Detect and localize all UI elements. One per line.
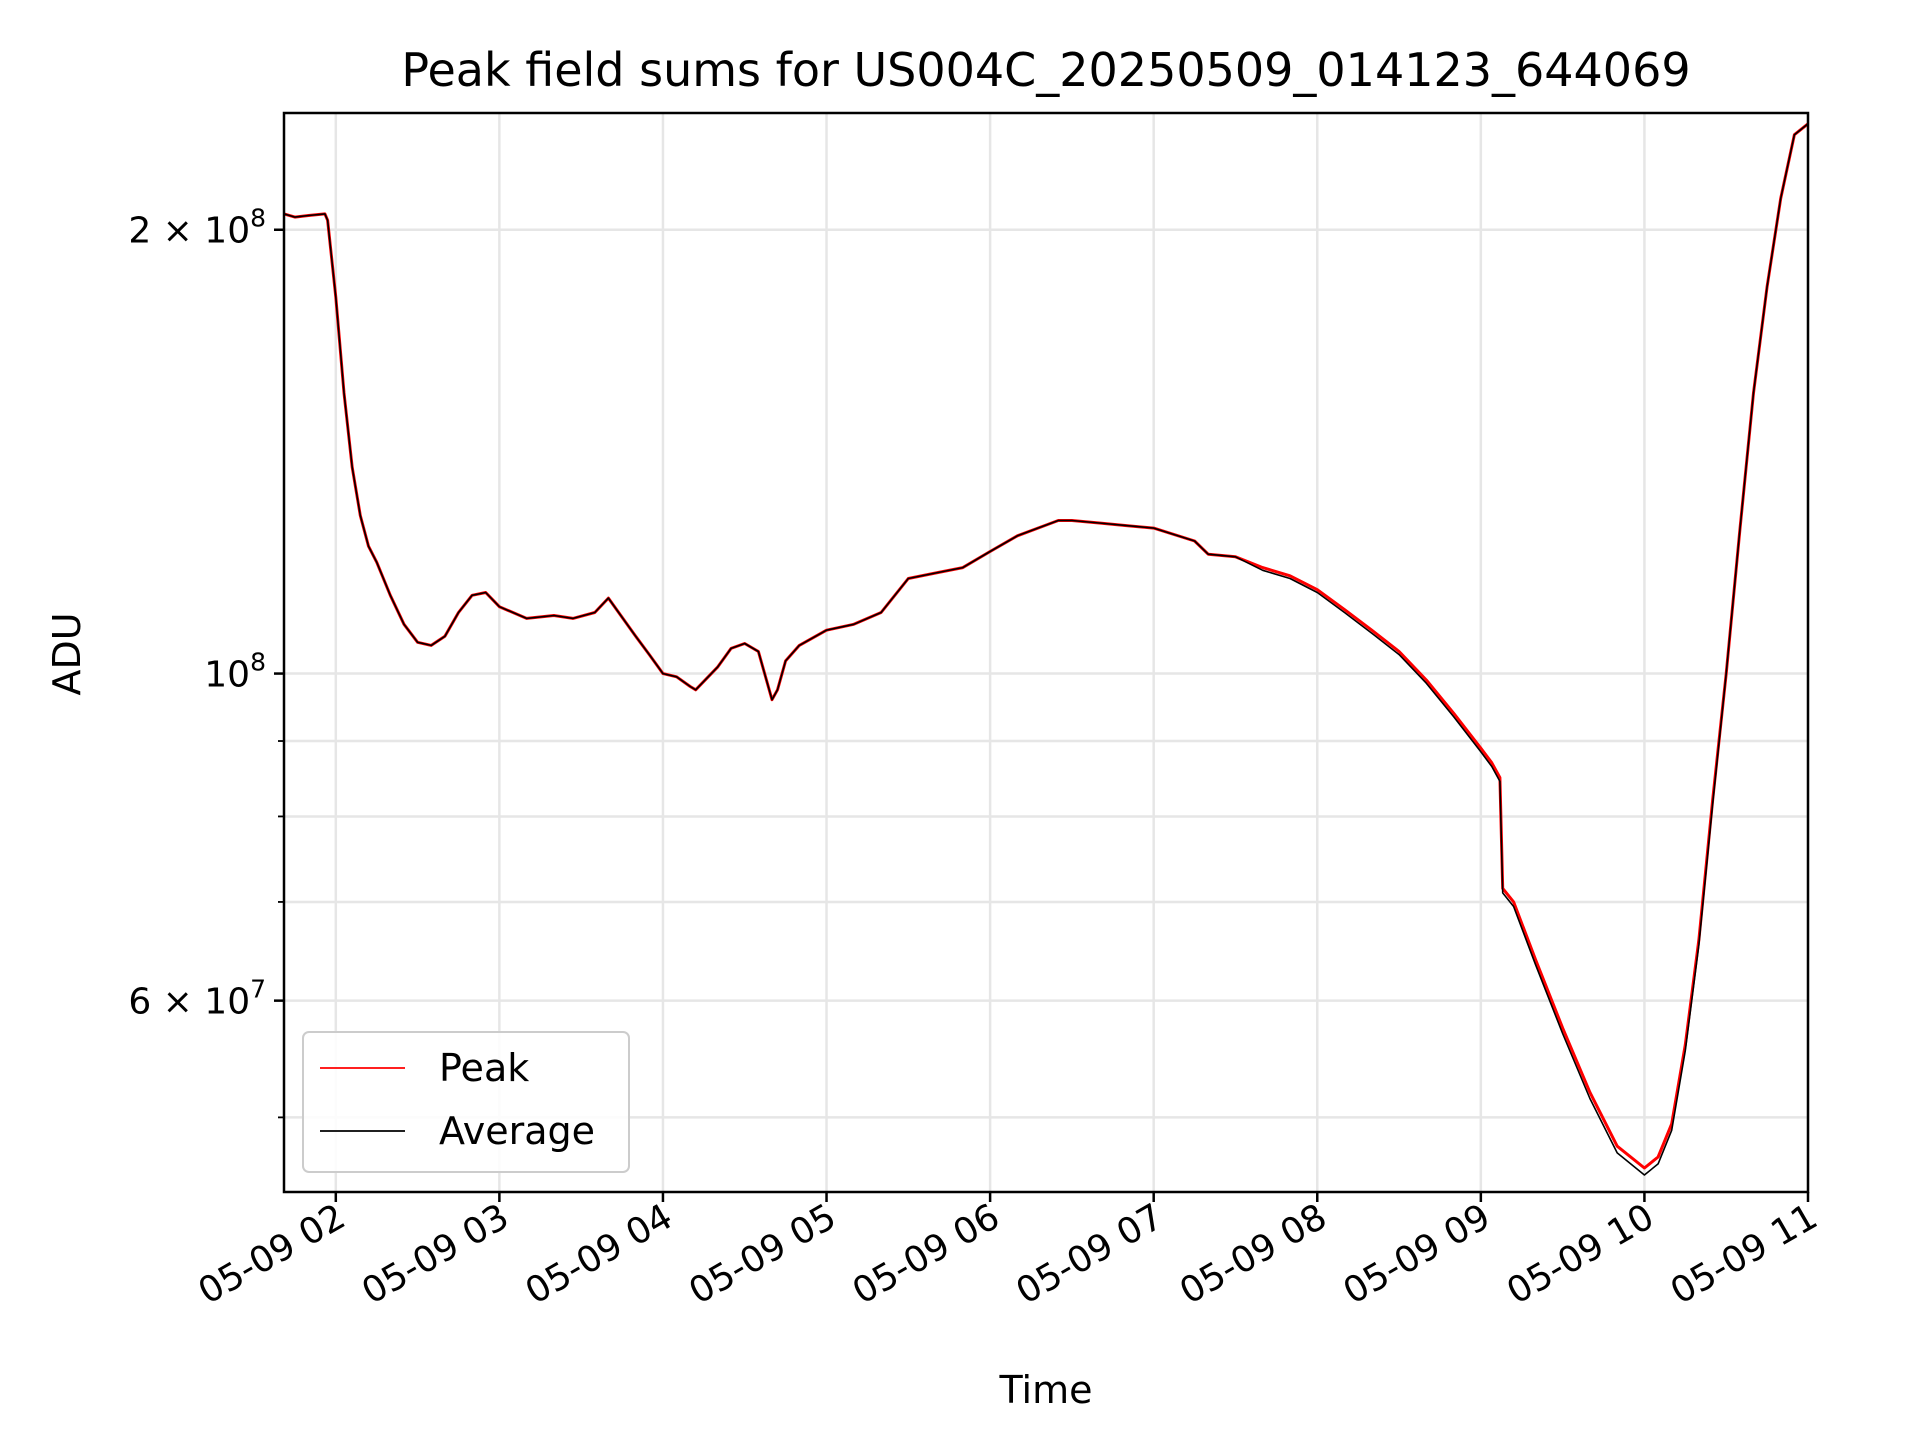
x-tick-label: 05-09 05	[682, 1196, 843, 1312]
y-tick-mantissa: 10	[204, 655, 250, 696]
x-axis-label: Time	[999, 1368, 1093, 1412]
x-tick-label: 05-09 04	[519, 1196, 680, 1312]
x-tick-label: 05-09 03	[355, 1196, 516, 1312]
x-tick-label: 05-09 10	[1500, 1196, 1661, 1312]
y-tick-label: 2 × 108	[128, 204, 266, 252]
y-tick-label: 108	[204, 648, 266, 696]
y-tick-exponent: 8	[250, 204, 266, 233]
x-tick-label: 05-09 11	[1664, 1196, 1825, 1312]
series-lines	[283, 122, 1809, 1176]
plot-frame	[282, 111, 1810, 1194]
series-line-average	[283, 123, 1809, 1176]
x-tick-label: 05-09 06	[846, 1196, 1007, 1312]
chart-title: Peak field sums for US004C_20250509_0141…	[401, 43, 1690, 97]
series-line-peak	[283, 122, 1809, 1170]
y-tick-mantissa: 6 × 10	[128, 982, 250, 1023]
y-tick-exponent: 8	[250, 648, 266, 677]
x-tick-label: 05-09 08	[1173, 1196, 1334, 1312]
legend-box	[302, 1031, 630, 1173]
legend: Peak Average	[302, 1031, 630, 1173]
legend-label-average: Average	[439, 1109, 595, 1153]
grid	[284, 113, 1810, 1192]
x-tick-label: 05-09 07	[1010, 1196, 1171, 1312]
y-tick-exponent: 7	[250, 975, 266, 1004]
x-tick-label: 05-09 09	[1337, 1196, 1498, 1312]
x-tick-label: 05-09 02	[192, 1196, 353, 1312]
y-tick-label: 6 × 107	[128, 975, 266, 1023]
y-axis-label: ADU	[45, 612, 89, 695]
y-tick-mantissa: 2 × 10	[128, 211, 250, 252]
legend-label-peak: Peak	[439, 1046, 529, 1090]
